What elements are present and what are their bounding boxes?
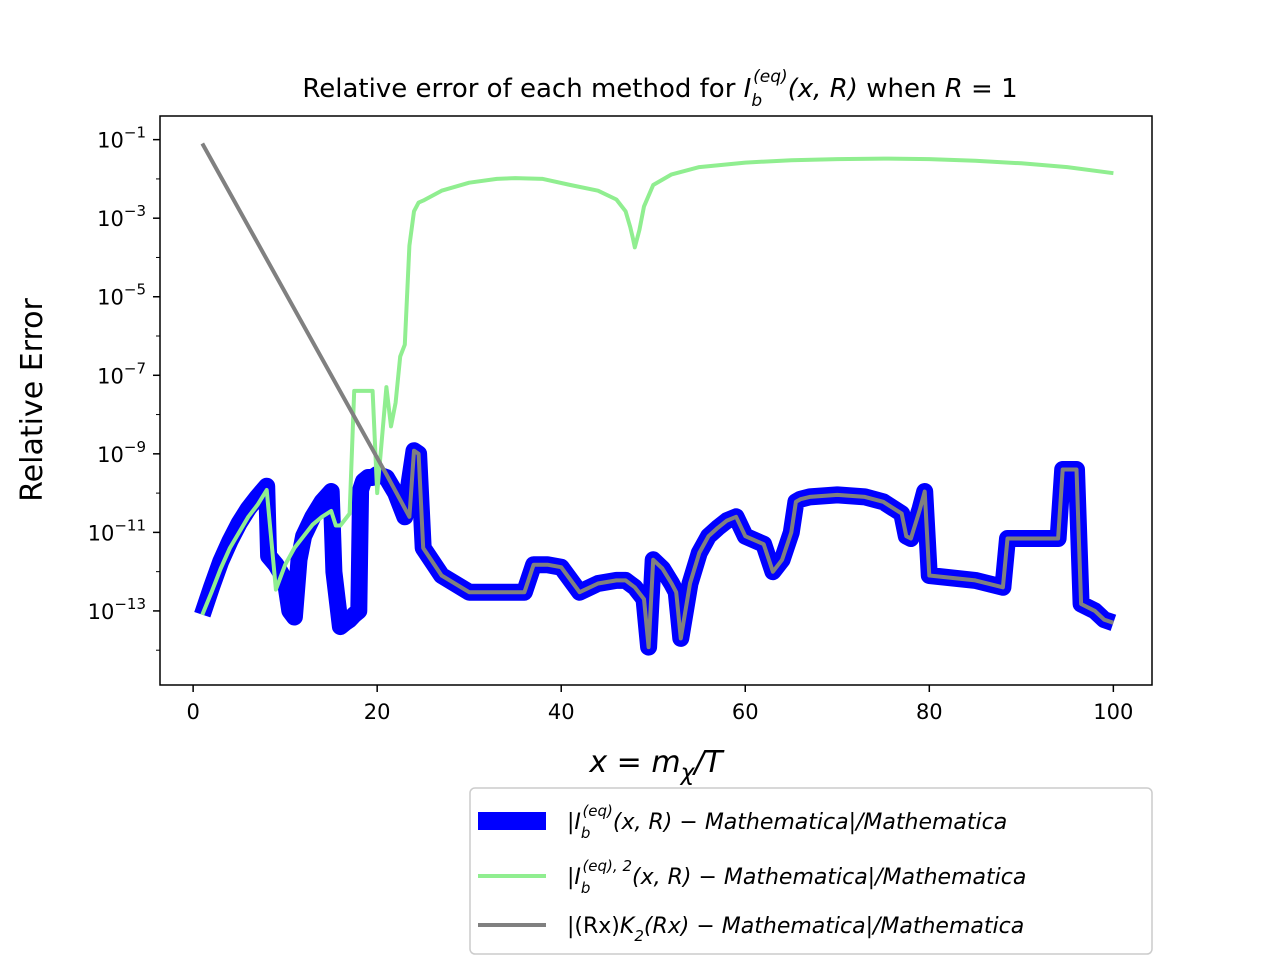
y-tick-label: 10−7 xyxy=(97,359,146,388)
legend-entry-2: |Ib(eq), 2(x, R) − Mathematica|/Mathemat… xyxy=(478,857,1026,897)
legend-entry-3: |(Rx)K2(Rx) − Mathematica|/Mathematica xyxy=(478,914,1024,945)
x-axis-ticks: 0 20 40 60 80 100 xyxy=(186,685,1133,724)
series-line-2 xyxy=(200,156,1114,616)
legend: |Ib(eq)(x, R) − Mathematica|/Mathematica… xyxy=(469,787,1153,955)
legend-box xyxy=(469,787,1153,955)
y-tick-label: 10−5 xyxy=(97,281,146,310)
y-axis-title: Relative Error xyxy=(15,298,50,502)
y-tick-label: 10−11 xyxy=(88,516,146,545)
legend-label-3: |(Rx)K2(Rx) − Mathematica|/Mathematica xyxy=(567,914,1024,945)
y-tick-label: 10−1 xyxy=(97,124,146,153)
legend-label-2: |Ib(eq), 2(x, R) − Mathematica|/Mathemat… xyxy=(567,857,1026,897)
y-tick-label: 10−13 xyxy=(88,595,146,624)
chart-title: Relative error of each method for Ib(eq)… xyxy=(302,67,1017,111)
series-layer xyxy=(194,142,1117,656)
x-axis-title: x = mχ/T xyxy=(588,745,725,786)
x-tick-label: 0 xyxy=(186,700,199,724)
x-tick-label: 80 xyxy=(916,700,943,724)
series-line-3 xyxy=(200,142,1115,650)
y-tick-label: 10−3 xyxy=(97,202,146,231)
y-tick-label: 10−9 xyxy=(97,438,146,467)
legend-entry-1: |Ib(eq)(x, R) − Mathematica|/Mathematica xyxy=(478,802,1007,842)
x-tick-label: 20 xyxy=(364,700,391,724)
y-axis-ticks: 10−1 10−3 10−5 10−7 10−9 10−11 10−13 xyxy=(88,124,160,651)
x-tick-label: 60 xyxy=(732,700,759,724)
legend-label-1: |Ib(eq)(x, R) − Mathematica|/Mathematica xyxy=(567,802,1007,842)
x-tick-label: 40 xyxy=(548,700,575,724)
x-tick-label: 100 xyxy=(1093,700,1133,724)
